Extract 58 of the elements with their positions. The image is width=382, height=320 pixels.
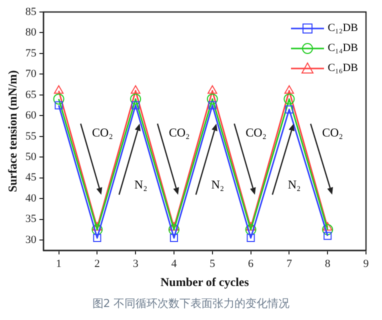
point (246, 234, 255, 242)
point (284, 85, 294, 94)
annotation: CO₂ (92, 126, 113, 141)
x-tick-label: 8 (324, 258, 331, 270)
point (132, 101, 140, 110)
point (54, 101, 63, 110)
annotation: N₂ (211, 178, 224, 193)
point (324, 232, 332, 240)
y-tick-label: 45 (25, 172, 37, 184)
y-tick-label: 40 (25, 192, 37, 204)
caption: 图2 不同循环次数下表面张力的变化情况 (91, 296, 291, 311)
point (208, 101, 216, 110)
x-axis-title: Number of cycles (160, 274, 250, 289)
point (93, 234, 102, 242)
y-tick-label: 80 (25, 26, 37, 39)
y-tick-label: 70 (25, 68, 37, 80)
y-tick-label: 65 (25, 88, 37, 101)
point (246, 222, 256, 231)
point (130, 94, 142, 105)
x-tick-label: 7 (286, 258, 292, 270)
y-tick-label: 60 (25, 110, 37, 122)
y-tick-label: 75 (25, 47, 37, 60)
y-tick-label: 30 (25, 234, 37, 246)
point (208, 85, 218, 94)
x-tick-label: 1 (56, 258, 62, 270)
y-axis-title: Surface tension (mN/m) (5, 70, 20, 192)
y-tick-label: 85 (25, 6, 37, 18)
x-tick-label: 3 (132, 258, 139, 270)
point (284, 94, 295, 105)
annotation: CO₂ (168, 126, 190, 141)
point (206, 94, 218, 105)
x-tick-label: 5 (210, 258, 216, 270)
annotation: N₂ (134, 178, 148, 193)
x-tick-label: 2 (94, 258, 100, 270)
legend-label: C₁₆DB (328, 62, 358, 74)
point (285, 105, 294, 114)
point (245, 224, 256, 236)
point (168, 224, 180, 236)
y-tick-label: 35 (25, 213, 37, 226)
x-tick-label: 6 (248, 258, 254, 270)
point (170, 234, 178, 242)
legend-label: C₁₄DB (328, 42, 358, 54)
point (322, 222, 332, 231)
point (92, 224, 103, 236)
legend-label: C₁₂DB (328, 22, 358, 34)
x-tick-label: 9 (363, 258, 370, 270)
y-tick-label: 55 (25, 130, 37, 142)
x-tick-label: 4 (171, 258, 178, 270)
point (322, 224, 334, 236)
annotation: CO₂ (246, 126, 266, 141)
point (169, 222, 179, 231)
annotation: N₂ (288, 178, 301, 193)
point (92, 222, 102, 231)
point (54, 85, 64, 94)
point (130, 85, 140, 94)
point (53, 94, 64, 105)
annotation: CO₂ (322, 126, 343, 141)
y-tick-label: 50 (25, 151, 37, 164)
